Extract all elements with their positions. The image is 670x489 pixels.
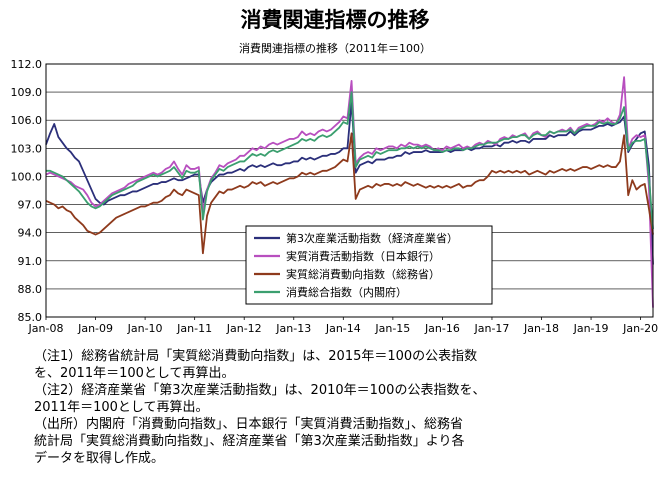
legend-label: 実質消費活動指数（日本銀行） (286, 249, 440, 263)
line-chart: 112.0 109.0 106.0 103.0 100.0 97.0 94.0 91.0 88.… (11, 58, 659, 335)
x-tick-label: Jan-13 (275, 322, 311, 335)
legend: 第3次産業活動指数（経済産業省） 実質消費活動指数（日本銀行） 実質総消費動向指数（… (245, 225, 493, 305)
x-tick-label: Jan-14 (325, 322, 361, 335)
y-tick-label: 85.0 (18, 311, 43, 324)
series-line-1 (45, 100, 654, 265)
x-tick-label: Jan-20 (622, 322, 658, 335)
y-tick-label: 112.0 (11, 58, 43, 71)
x-tick-label: Jan-17 (473, 322, 509, 335)
y-tick-label: 109.0 (11, 86, 43, 99)
series-line-4 (46, 91, 654, 229)
plot-frame (45, 63, 654, 318)
x-tick-label: Jan-12 (226, 322, 262, 335)
footnote-line: （注2）経済産業省「第3次産業活動指数」は、2010年＝100の公表指数を、 (34, 383, 486, 398)
y-tick-label: 97.0 (18, 199, 43, 212)
x-tick-label: Jan-15 (374, 322, 410, 335)
legend-label: 消費総合指数（内閣府） (286, 285, 407, 299)
y-axis: 112.0 109.0 106.0 103.0 100.0 97.0 94.0 91.0 88.… (11, 58, 43, 324)
y-tick-label: 100.0 (11, 170, 43, 183)
y-tick-label: 91.0 (18, 255, 43, 268)
x-tick-label: Jan-10 (127, 322, 163, 335)
chart-title: 消費関連指標の推移（2011年＝100） (239, 42, 431, 55)
x-tick-label: Jan-09 (77, 322, 113, 335)
x-tick-label: Jan-16 (424, 322, 460, 335)
footnote-line: （出所）内閣府「消費動向指数」、日本銀行「実質消費活動指数」、総務省 (34, 417, 464, 432)
footnote-line: 統計局「実質総消費動向指数」、経済産業省「第3次産業活動指数」より各 (34, 434, 465, 449)
legend-label: 実質総消費動向指数（総務省） (286, 267, 440, 281)
y-tick-label: 94.0 (18, 227, 43, 240)
x-axis: Jan-08 Jan-09 Jan-10 Jan-11 Jan-12 Jan-13 Jan-… (28, 317, 658, 335)
y-tick-label: 103.0 (11, 142, 43, 155)
x-tick-label: Jan-18 (523, 322, 559, 335)
x-tick-label: Jan-08 (28, 322, 64, 335)
legend-box (245, 225, 493, 305)
legend-label: 第3次産業活動指数（経済産業省） (286, 231, 458, 245)
series-line-3 (45, 132, 654, 255)
x-tick-label: Jan-11 (176, 322, 212, 335)
series-layer (45, 76, 654, 308)
x-tick-label: Jan-19 (573, 322, 609, 335)
y-tick-label: 88.0 (18, 283, 43, 296)
footnote-line: （注1）総務省統計局「実質総消費動向指数」は、2015年＝100の公表指数 (34, 349, 478, 364)
footnote-line: を、2011年＝100として再算出。 (34, 366, 235, 381)
footnotes: （注1）総務省統計局「実質総消費動向指数」は、2015年＝100の公表指数 を、… (34, 348, 664, 467)
y-tick-label: 106.0 (11, 114, 43, 127)
page-title: 消費関連指標の推移 (240, 8, 430, 32)
footnote-line: データを取得し作成。 (34, 451, 165, 466)
footnote-line: 2011年＝100として再算出。 (34, 400, 209, 415)
